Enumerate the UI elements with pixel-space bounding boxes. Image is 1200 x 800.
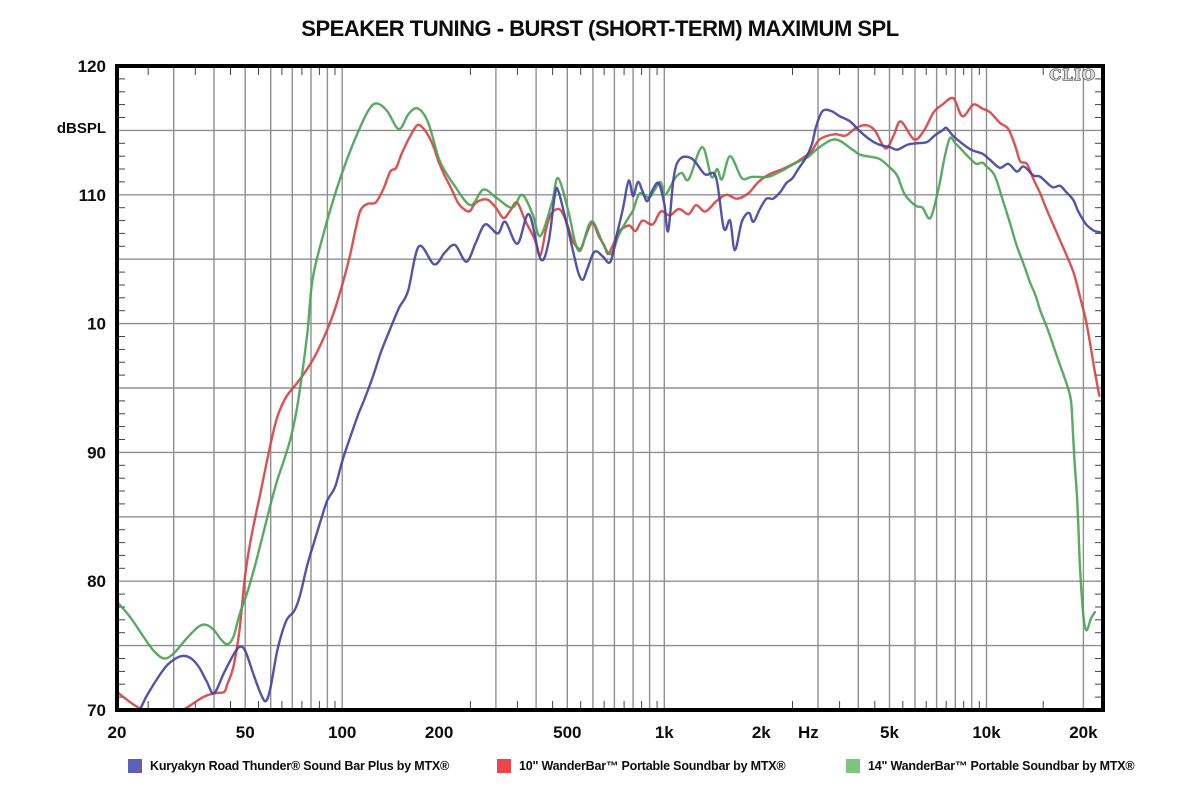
- x-tick-label: 100: [328, 723, 356, 742]
- series-line-wanderbar-10: [117, 96, 1101, 710]
- series-line-kuryakyn: [138, 108, 1102, 710]
- x-axis-unit-label: Hz: [798, 723, 819, 742]
- x-tick-label: 10k: [972, 723, 1001, 742]
- x-tick-label: 20: [108, 723, 127, 742]
- chart-title: SPEAKER TUNING - BURST (SHORT-TERM) MAXI…: [301, 16, 899, 41]
- plot-border: [115, 64, 1105, 712]
- x-axis-labels: 20 50 100 200 500 1k 2k 5k 10k 20k Hz: [108, 723, 1099, 742]
- x-tick-label: 1k: [655, 723, 674, 742]
- y-axis-unit-label: dBSPL: [57, 120, 106, 137]
- y-tick-label: 110: [79, 186, 106, 205]
- x-tick-label: 20k: [1069, 723, 1098, 742]
- y-tick-label: 120: [78, 57, 106, 76]
- y-axis-labels: 120 110 10 90 80 70 dBSPL: [57, 57, 106, 720]
- x-tick-label: 5k: [880, 723, 899, 742]
- clio-watermark: CLIO: [1049, 66, 1096, 84]
- y-tick-label: 10: [87, 315, 106, 334]
- series-layer: [117, 96, 1102, 710]
- x-tick-label: 50: [236, 723, 255, 742]
- x-tick-label: 500: [553, 723, 581, 742]
- grid-layer: [117, 66, 1103, 710]
- axis-tick-marks: [119, 68, 1101, 708]
- series-line-wanderbar-14: [117, 102, 1097, 660]
- y-tick-label: 70: [87, 701, 106, 720]
- y-tick-label: 90: [87, 443, 106, 462]
- x-tick-label: 2k: [752, 723, 771, 742]
- y-tick-label: 80: [87, 572, 106, 591]
- x-tick-label: 200: [425, 723, 453, 742]
